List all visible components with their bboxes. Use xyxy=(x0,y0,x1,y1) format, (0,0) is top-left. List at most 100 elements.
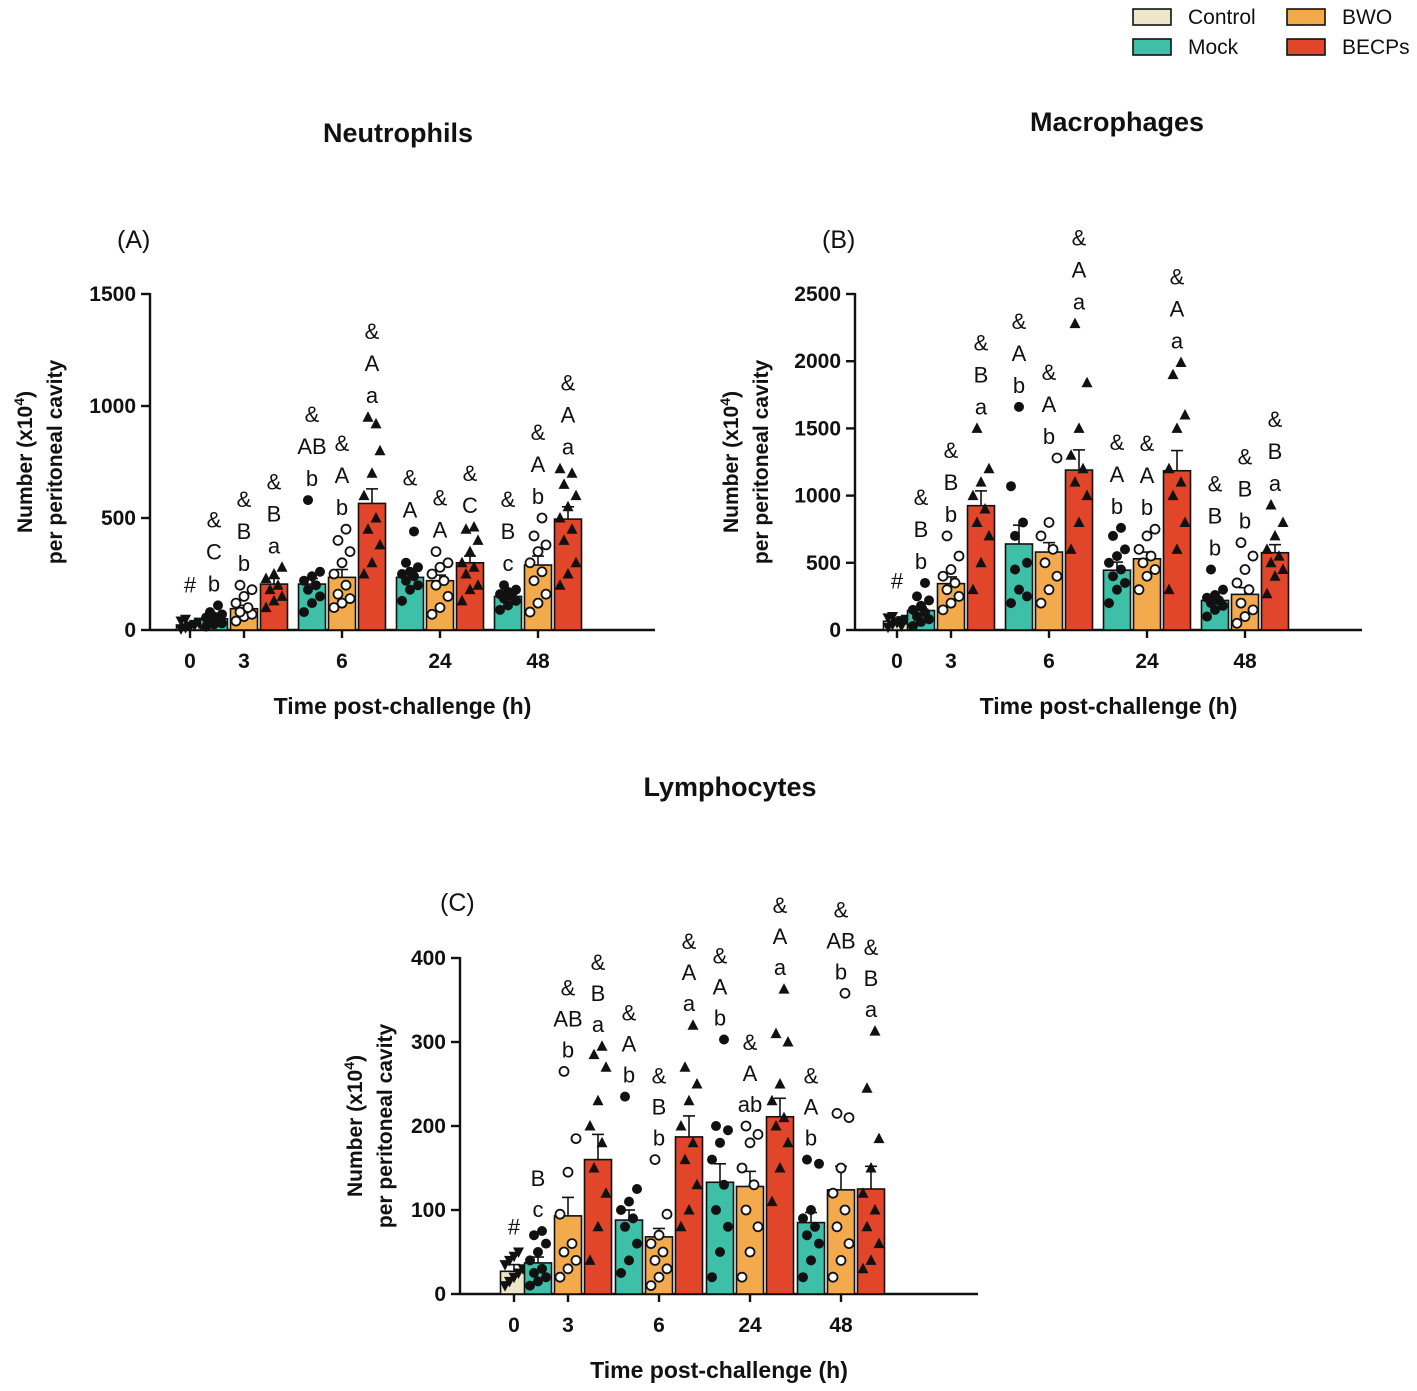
point-mock-6h xyxy=(303,495,313,506)
point-bwo-3h xyxy=(570,1133,582,1144)
point-mock-24h xyxy=(1112,584,1122,595)
y-tick-label: 2000 xyxy=(794,350,841,373)
point-bwo-6h xyxy=(332,588,344,600)
point-bwo-48h xyxy=(532,597,544,609)
point-mock-24h xyxy=(711,1205,721,1215)
point-becps-48h xyxy=(1261,587,1273,599)
point-mock-6h xyxy=(632,1238,642,1249)
point-bwo-24h xyxy=(442,591,454,602)
point-mock-6h xyxy=(303,584,313,595)
point-becps-24h xyxy=(456,594,468,606)
point-mock-48h xyxy=(1202,592,1212,603)
point-becps-3h xyxy=(276,561,288,572)
point-bwo-24h xyxy=(744,1246,756,1258)
point-mock-24h xyxy=(1104,598,1114,609)
point-bwo-3h xyxy=(937,570,949,582)
y-axis-label-sup: 4 xyxy=(717,398,733,406)
y-axis-label-part: Number (x10 xyxy=(720,406,743,533)
y-tick-label: 1000 xyxy=(89,395,136,418)
point-mock-24h xyxy=(1104,557,1114,568)
point-mock-24h xyxy=(401,557,411,568)
point-bwo-48h xyxy=(1243,584,1255,596)
point-bwo-3h xyxy=(941,530,953,542)
point-becps-24h xyxy=(1175,356,1187,368)
point-becps-3h xyxy=(592,1220,604,1232)
annotation-bwo-48h: B xyxy=(1238,477,1253,502)
point-mock-3h xyxy=(213,600,223,611)
point-bwo-48h xyxy=(1247,604,1259,616)
annotation-mock-24h: & xyxy=(1110,430,1125,455)
annotation-becps-24h: & xyxy=(463,461,478,486)
annotation-bwo-6h: & xyxy=(652,1064,667,1089)
point-mock-6h xyxy=(616,1268,626,1278)
point-becps-24h xyxy=(464,545,476,557)
point-bwo-6h xyxy=(1043,584,1055,596)
point-becps-6h xyxy=(1081,376,1093,388)
point-mock-24h xyxy=(719,1034,729,1045)
point-mock-6h xyxy=(1010,530,1020,541)
point-bwo-48h xyxy=(528,530,540,542)
point-becps-24h xyxy=(1175,476,1187,487)
point-becps-24h xyxy=(464,583,476,595)
point-bwo-48h xyxy=(528,575,540,587)
annotation-mock-6h: b xyxy=(306,466,318,491)
point-becps-24h xyxy=(1163,462,1175,474)
point-bwo-48h xyxy=(843,1112,855,1123)
point-becps-3h xyxy=(268,568,280,579)
point-mock-24h xyxy=(715,1247,725,1257)
point-becps-24h xyxy=(770,1027,782,1039)
point-bwo-24h xyxy=(426,568,438,580)
bar-becps-24h xyxy=(455,561,485,631)
x-tick-label: 0 xyxy=(508,1314,520,1337)
point-becps-3h xyxy=(588,1048,600,1060)
point-becps-6h xyxy=(374,538,386,550)
point-bwo-24h xyxy=(1149,564,1161,575)
point-becps-24h xyxy=(472,579,484,590)
point-bwo-48h xyxy=(835,1162,847,1174)
point-bwo-3h xyxy=(945,564,957,575)
point-mock-48h xyxy=(798,1213,808,1224)
point-mock-3h xyxy=(217,609,227,620)
point-becps-24h xyxy=(778,1111,790,1123)
point-control-0h xyxy=(180,614,191,626)
point-mock-24h xyxy=(413,562,423,573)
point-bwo-48h xyxy=(524,606,536,618)
point-mock-48h xyxy=(798,1272,808,1283)
annotation-mock-24h: & xyxy=(403,465,418,490)
annotation-bwo-3h: B xyxy=(944,470,959,495)
point-bwo-24h xyxy=(1145,550,1157,562)
annotation-bwo-3h: & xyxy=(237,487,252,512)
point-bwo-24h xyxy=(442,557,454,569)
point-mock-24h xyxy=(715,1137,725,1148)
point-mock-48h xyxy=(802,1230,812,1241)
point-bwo-3h xyxy=(242,602,254,613)
annotation-mock-3h: b xyxy=(208,571,220,596)
point-bwo-3h xyxy=(562,1263,574,1275)
annotation-bwo-6h: B xyxy=(652,1095,667,1120)
point-mock-24h xyxy=(1116,564,1126,575)
annotation-becps-6h: & xyxy=(1072,226,1087,251)
annotation-mock-3h: C xyxy=(206,539,222,564)
annotation-mock-24h: b xyxy=(1111,494,1123,519)
x-tick-label: 48 xyxy=(526,650,550,673)
point-becps-3h xyxy=(600,1187,612,1198)
annotation-mock-24h: A xyxy=(403,497,418,522)
point-becps-6h xyxy=(691,1178,703,1190)
annotation-bwo-3h: & xyxy=(561,975,576,1000)
point-becps-48h xyxy=(873,1237,885,1249)
legend-label-mock: Mock xyxy=(1188,36,1239,59)
annotation-mock-3h: c xyxy=(533,1197,544,1222)
point-mock-24h xyxy=(707,1272,717,1283)
point-bwo-6h xyxy=(340,579,352,591)
point-becps-24h xyxy=(1167,368,1179,380)
point-becps-6h xyxy=(691,1078,703,1089)
point-bwo-6h xyxy=(344,593,356,605)
annotation-mock-48h: B xyxy=(1208,504,1223,529)
panel-title: Lymphocytes xyxy=(643,772,816,802)
point-becps-6h xyxy=(683,1094,695,1106)
point-bwo-6h xyxy=(649,1255,661,1266)
point-mock-3h xyxy=(908,620,918,631)
annotation-becps-24h: a xyxy=(774,955,787,980)
annotation-mock-24h: A xyxy=(1110,462,1125,487)
